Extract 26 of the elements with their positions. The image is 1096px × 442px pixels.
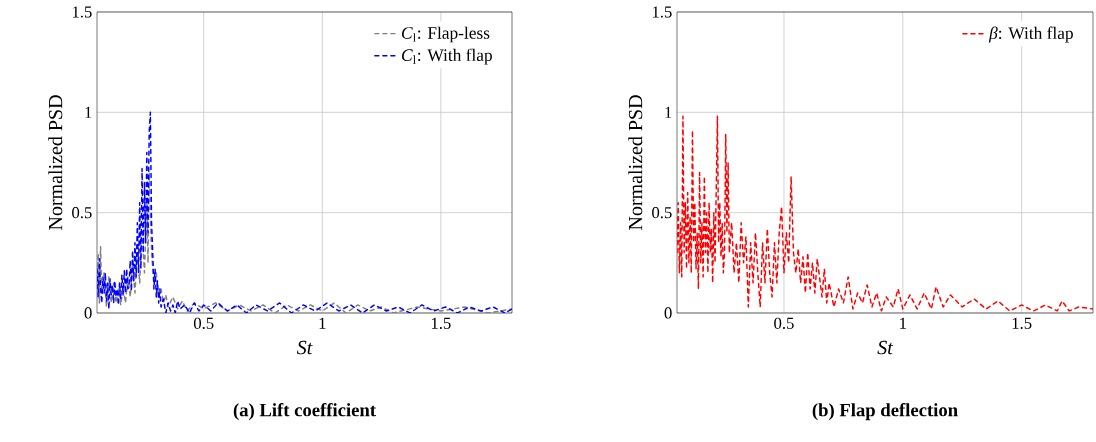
- legend-label: C$_{l}$: Flap-less: [401, 26, 490, 43]
- y-tick-label: 1.5: [652, 6, 672, 18]
- y-tick-label: 0.5: [652, 207, 672, 219]
- x-tick-label: 1: [319, 317, 326, 329]
- y-tick-label: 0.5: [72, 207, 92, 219]
- y-tick-label: 0: [84, 307, 92, 319]
- x-tick-label: 1.5: [431, 317, 451, 329]
- x-axis-title: St: [877, 340, 894, 355]
- y-tick-label: 1: [665, 106, 672, 118]
- y-tick-label: 1: [85, 106, 92, 118]
- line-series: [97, 111, 513, 313]
- line-series: [97, 171, 513, 313]
- y-axis-title: Normalized PSD: [48, 95, 63, 230]
- y-tick-label: 0: [664, 307, 672, 319]
- x-tick-label: 1.5: [1012, 317, 1032, 329]
- y-axis-title: Normalized PSD: [628, 95, 643, 230]
- x-tick-label: 1: [900, 317, 906, 329]
- x-tick-label: 0.5: [193, 317, 214, 330]
- line-series: [677, 115, 1093, 312]
- text: (a) Lift coefficient: [233, 403, 376, 421]
- x-tick-label: 0.5: [774, 317, 794, 330]
- y-tick-label: 1.5: [72, 6, 92, 18]
- text: (b) Flap deflection: [812, 403, 958, 421]
- legend-label: β: With flap: [988, 26, 1073, 43]
- legend-label: C$_{l}$: With flap: [401, 48, 492, 65]
- x-axis-title: St: [296, 340, 313, 355]
